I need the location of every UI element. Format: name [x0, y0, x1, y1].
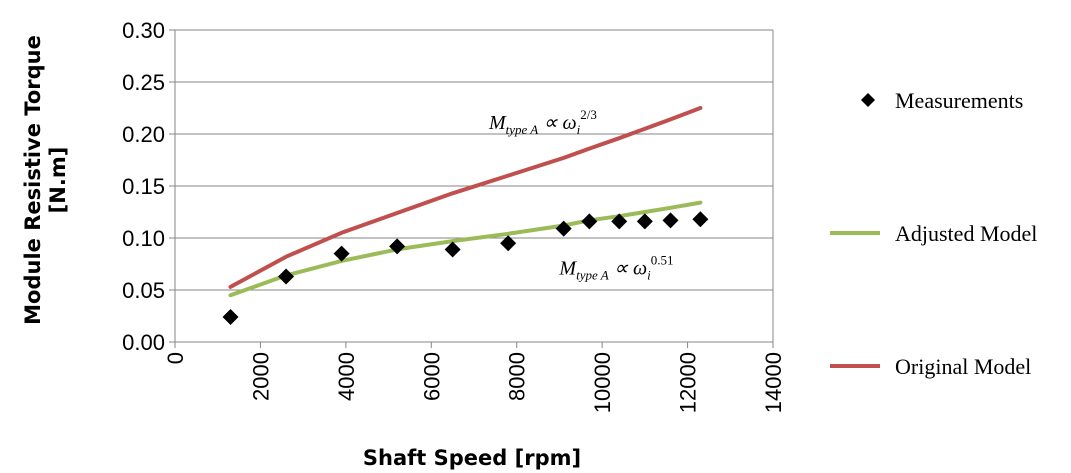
y-tick-labels: 0.00 0.05 0.10 0.15 0.20 0.25 0.30	[122, 18, 165, 355]
y-tick-label-1: 0.05	[122, 278, 165, 303]
y-axis-title: Module Resistive Torque [N.m]	[21, 35, 70, 325]
plot-series	[222, 106, 709, 326]
y-tick-label-4: 0.20	[122, 122, 165, 147]
series-line-adjusted-model	[228, 200, 703, 298]
x-tick-label-3: 6000	[419, 352, 444, 401]
measurement-point-11	[692, 211, 709, 228]
legend-label-measurements: Measurements	[895, 88, 1023, 113]
measurement-point-7	[581, 213, 598, 230]
y-tick-label-6: 0.30	[122, 18, 165, 43]
x-tick-label-1: 2000	[248, 352, 273, 401]
x-axis-title: Shaft Speed [rpm]	[363, 446, 581, 470]
measurement-point-0	[222, 309, 239, 326]
x-tick-label-0: 0	[163, 352, 188, 364]
legend-label-adjusted-model: Adjusted Model	[895, 221, 1037, 246]
measurement-point-5	[500, 235, 517, 252]
y-tick-label-3: 0.15	[122, 174, 165, 199]
measurement-point-9	[636, 213, 653, 230]
annotations: Mtype A ∝ ωi2/3 Mtype A ∝ ωi0.51	[488, 107, 674, 283]
x-tick-labels: 0 2000 4000 6000 8000 10000 12000 14000	[163, 352, 786, 413]
x-tick-label-4: 8000	[505, 352, 530, 401]
measurement-point-3	[389, 238, 406, 255]
measurement-point-6	[555, 220, 572, 237]
annotation-adjusted: Mtype A ∝ ωi0.51	[558, 252, 673, 282]
x-tick-label-2: 4000	[334, 352, 359, 401]
x-tick-label-6: 12000	[676, 352, 701, 413]
legend: Measurements Adjusted Model Original Model	[830, 88, 1037, 379]
series-line-original-model	[228, 106, 703, 289]
x-tick-label-7: 14000	[761, 352, 786, 413]
y-axis-title-line1: Module Resistive Torque	[21, 35, 45, 325]
legend-marker-measurements	[861, 93, 875, 107]
axes	[169, 29, 774, 348]
measurement-point-2	[333, 245, 350, 262]
annotation-original: Mtype A ∝ ωi2/3	[488, 107, 597, 137]
x-tick-label-5: 10000	[590, 352, 615, 413]
measurement-point-8	[611, 213, 628, 230]
measurement-point-4	[444, 241, 461, 258]
legend-label-original-model: Original Model	[895, 354, 1031, 379]
y-axis-title-line2: [N.m]	[46, 147, 70, 214]
measurement-point-1	[278, 268, 295, 285]
y-tick-label-2: 0.10	[122, 226, 165, 251]
y-tick-label-0: 0.00	[122, 330, 165, 355]
measurement-point-10	[662, 212, 679, 229]
y-tick-label-5: 0.25	[122, 70, 165, 95]
